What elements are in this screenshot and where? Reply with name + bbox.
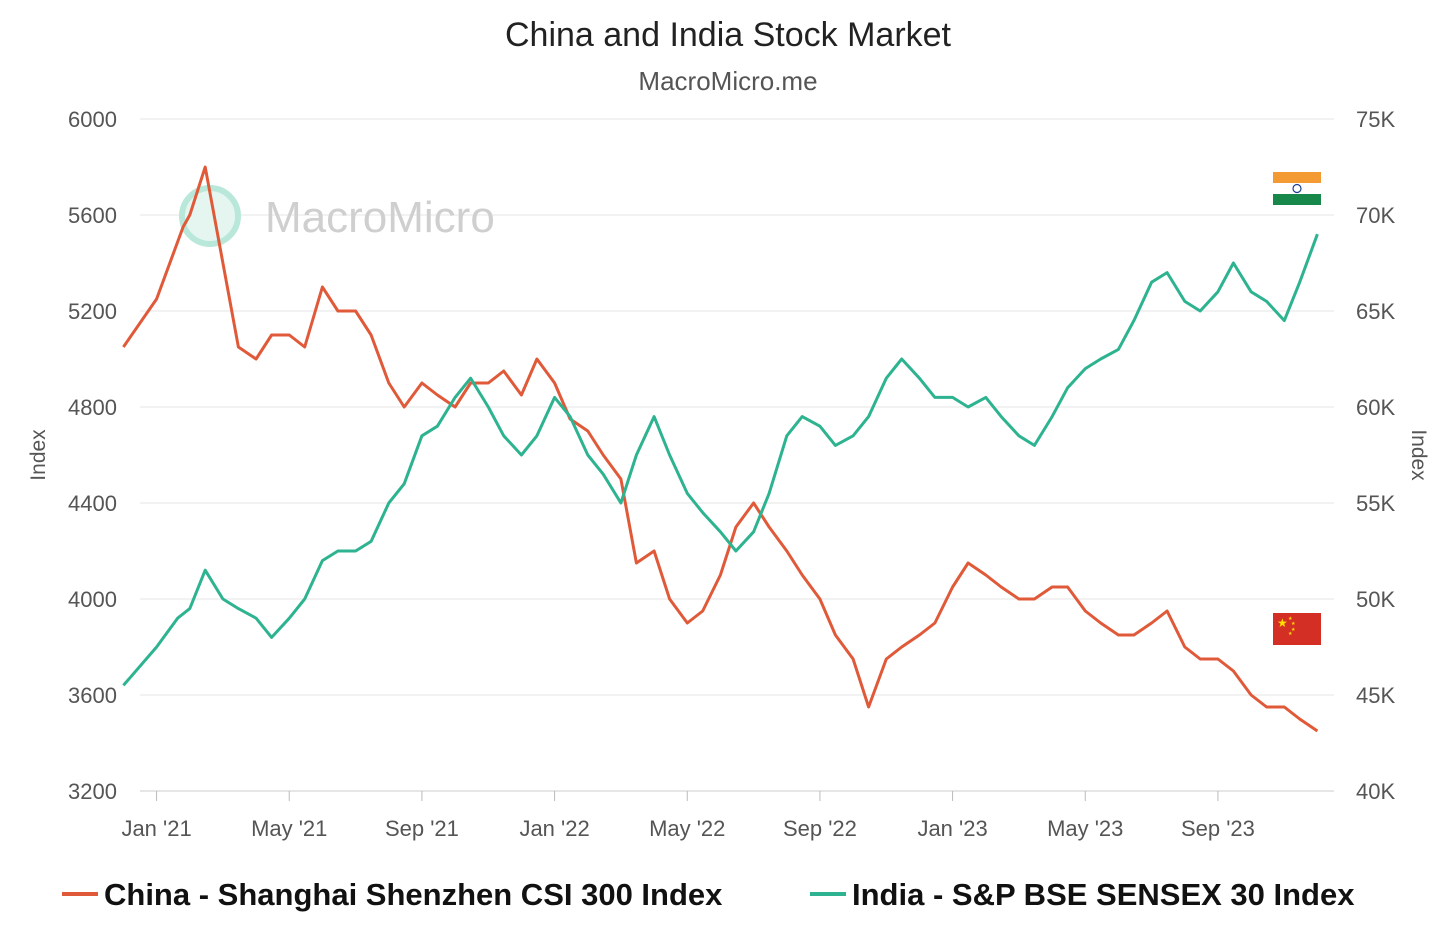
x-tick-label: Sep '21 (385, 816, 459, 841)
legend-label-india: India - S&P BSE SENSEX 30 Index (852, 877, 1355, 912)
x-axis: Jan '21 May '21 Sep '21 Jan '22 May '22 Sep '… (121, 791, 1255, 841)
legend-label-china: China - Shanghai Shenzhen CSI 300 Index (104, 877, 723, 912)
y-right-tick-label: 55K (1356, 491, 1395, 516)
y-axis-left-label: Index (27, 429, 50, 481)
x-tick-label: Sep '22 (783, 816, 857, 841)
svg-text:★: ★ (1277, 616, 1288, 630)
india-flag-icon (1273, 172, 1321, 205)
y-right-tick-label: 65K (1356, 299, 1395, 324)
y-left-tick-label: 3200 (68, 779, 117, 804)
y-left-tick-label: 4400 (68, 491, 117, 516)
series-line-china (122, 165, 1319, 733)
y-left-tick-label: 5200 (68, 299, 117, 324)
x-tick-label: May '22 (649, 816, 725, 841)
y-left-tick-label: 3600 (68, 683, 117, 708)
svg-text:★: ★ (1291, 627, 1296, 633)
y-left-tick-label: 5600 (68, 203, 117, 228)
y-right-tick-label: 75K (1356, 107, 1395, 132)
y-axis-left: 3200 3600 4000 4400 4800 5200 5600 6000 (68, 107, 117, 804)
series-line-india (122, 233, 1319, 687)
x-tick-label: Jan '21 (121, 816, 191, 841)
legend-item-india[interactable]: India - S&P BSE SENSEX 30 Index (810, 877, 1355, 912)
watermark: MacroMicro (179, 185, 495, 247)
x-tick-label: May '23 (1047, 816, 1123, 841)
svg-text:★: ★ (1291, 621, 1296, 627)
y-right-tick-label: 50K (1356, 587, 1395, 612)
y-axis-right-label: Index (1407, 429, 1430, 481)
y-left-tick-label: 4800 (68, 395, 117, 420)
legend-item-china[interactable]: China - Shanghai Shenzhen CSI 300 Index (62, 877, 723, 912)
x-tick-label: Jan '22 (519, 816, 589, 841)
x-tick-label: Jan '23 (917, 816, 987, 841)
chart-subtitle: MacroMicro.me (638, 66, 817, 96)
y-axis-right: 40K 45K 50K 55K 60K 65K 70K 75K (1356, 107, 1395, 804)
y-right-tick-label: 70K (1356, 203, 1395, 228)
svg-text:★: ★ (1288, 631, 1293, 637)
y-right-tick-label: 60K (1356, 395, 1395, 420)
svg-text:★: ★ (1288, 616, 1293, 622)
china-flag-icon: ★ ★ ★ ★ ★ (1273, 613, 1321, 645)
chart-title: China and India Stock Market (505, 16, 952, 54)
watermark-text: MacroMicro (265, 193, 495, 242)
y-right-tick-label: 40K (1356, 779, 1395, 804)
legend: China - Shanghai Shenzhen CSI 300 Index … (62, 877, 1355, 912)
y-left-tick-label: 6000 (68, 107, 117, 132)
x-tick-label: May '21 (251, 816, 327, 841)
y-left-tick-label: 4000 (68, 587, 117, 612)
x-tick-label: Sep '23 (1181, 816, 1255, 841)
y-right-tick-label: 45K (1356, 683, 1395, 708)
